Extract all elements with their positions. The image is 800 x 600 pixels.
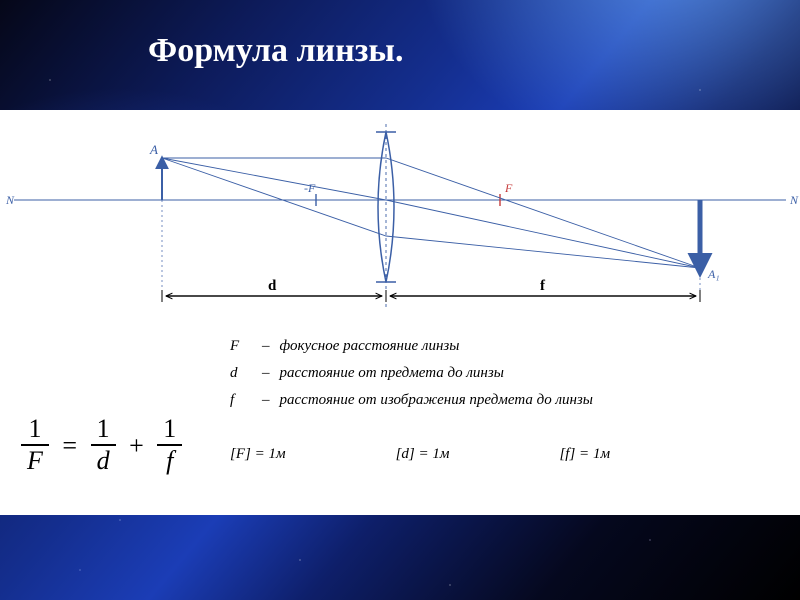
definition-row: d – расстояние от предмета до линзы	[230, 365, 593, 382]
frac-1-over-f: 1 f	[157, 414, 182, 478]
equals-sign: =	[58, 431, 81, 461]
ray-focal	[162, 158, 700, 268]
dash: –	[256, 392, 276, 409]
lens-ray-diagram: N N -F F A A₁ d f	[0, 110, 800, 320]
frac-1-over-d: 1 d	[91, 414, 116, 478]
lens-formula: 1 F = 1 d + 1 f	[18, 414, 185, 478]
plus-sign: +	[125, 431, 148, 461]
content-panel: N N -F F A A₁ d f	[0, 110, 800, 515]
def-text: расстояние от предмета до линзы	[280, 365, 504, 381]
object-label: A	[149, 142, 158, 157]
ray-parallel	[162, 158, 700, 268]
axis-label-right: N	[789, 193, 799, 207]
measure-f-label: f	[540, 278, 546, 294]
unit-item: [f] = 1м	[559, 446, 610, 463]
dash: –	[256, 365, 276, 382]
page-title: Формула линзы.	[148, 32, 403, 70]
measure-d-label: d	[268, 278, 277, 294]
definitions-block: F – фокусное расстояние линзы d – рассто…	[230, 338, 593, 419]
def-sym: d	[230, 365, 252, 382]
def-text: фокусное расстояние линзы	[280, 338, 460, 354]
focal-left-label: -F	[304, 181, 316, 195]
def-text: расстояние от изображения предмета до ли…	[280, 392, 593, 408]
axis-label-left: N	[5, 193, 15, 207]
dash: –	[256, 338, 276, 355]
ray-center	[162, 158, 700, 268]
units-row: [F] = 1м [d] = 1м [f] = 1м	[230, 446, 610, 463]
unit-item: [d] = 1м	[396, 446, 450, 463]
def-sym: f	[230, 392, 252, 409]
definition-row: f – расстояние от изображения предмета д…	[230, 392, 593, 409]
focal-right-label: F	[504, 181, 513, 195]
image-label: A₁	[707, 267, 720, 281]
unit-item: [F] = 1м	[230, 446, 286, 463]
def-sym: F	[230, 338, 252, 355]
definition-row: F – фокусное расстояние линзы	[230, 338, 593, 355]
frac-1-over-F: 1 F	[21, 414, 49, 478]
